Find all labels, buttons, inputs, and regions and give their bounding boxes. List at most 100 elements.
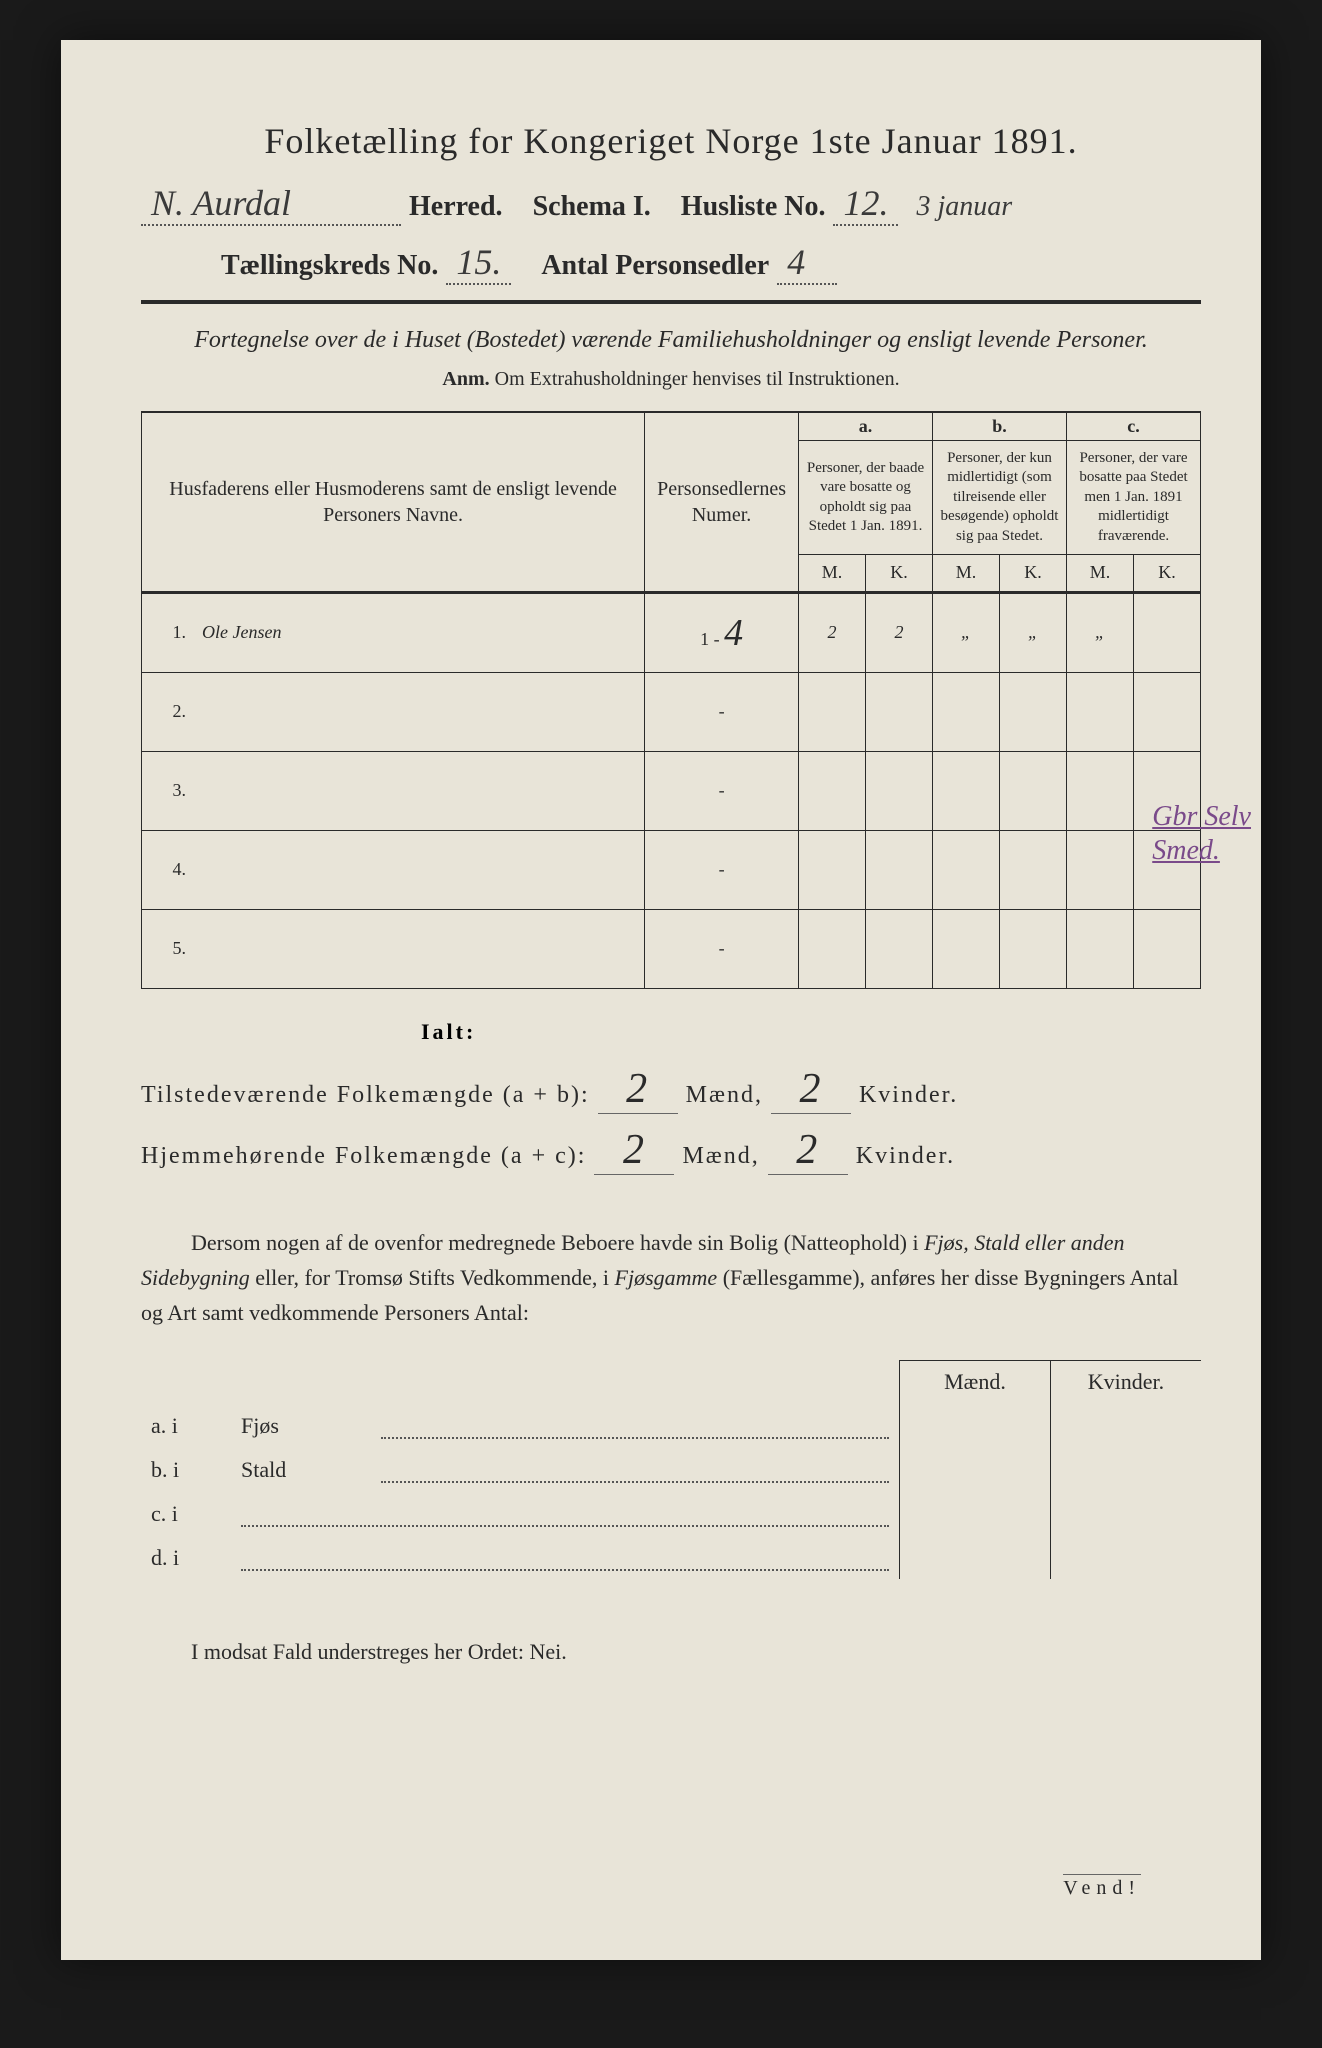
summary2-k: 2 bbox=[768, 1126, 848, 1175]
col-c-text: Personer, der vare bosatte paa Stedet me… bbox=[1067, 440, 1201, 555]
cell-aM: 2 bbox=[799, 592, 866, 672]
byg-label: a. i bbox=[141, 1403, 231, 1447]
col-b-m: M. bbox=[933, 555, 1000, 592]
table-row: 5. - bbox=[142, 909, 1201, 988]
kreds-value: 15. bbox=[446, 241, 511, 285]
row-num: 2. bbox=[142, 672, 195, 751]
summary2-label: Hjemmehørende Folkemængde (a + c): bbox=[141, 1143, 586, 1169]
census-form-page: Folketælling for Kongeriget Norge 1ste J… bbox=[61, 40, 1261, 1960]
header-row-1: N. Aurdal Herred. Schema I. Husliste No.… bbox=[141, 182, 1201, 226]
col-name-text: Husfaderens eller Husmoderens samt de en… bbox=[169, 478, 617, 526]
byg-label: d. i bbox=[141, 1535, 231, 1579]
form-title: Folketælling for Kongeriget Norge 1ste J… bbox=[141, 120, 1201, 162]
row-name: Ole Jensen bbox=[194, 592, 645, 672]
nei-line: I modsat Fald understreges her Ordet: Ne… bbox=[141, 1639, 1201, 1665]
husliste-label: Husliste No. bbox=[681, 191, 826, 223]
cell-cM: „ bbox=[1067, 592, 1134, 672]
anm-text: Om Extrahusholdninger henvises til Instr… bbox=[495, 368, 900, 390]
kvinder-label: Kvinder. bbox=[856, 1143, 955, 1169]
bygning-row: a. i Fjøs bbox=[141, 1403, 1201, 1447]
kvinder-label: Kvinder. bbox=[859, 1082, 958, 1108]
herred-label: Herred. bbox=[409, 191, 503, 223]
para-1: Dersom nogen af de ovenfor medregnede Be… bbox=[191, 1230, 924, 1255]
cell-aK: 2 bbox=[866, 592, 933, 672]
byg-maend-header: Mænd. bbox=[900, 1361, 1051, 1404]
outbuilding-table: Mænd. Kvinder. a. i Fjøs b. i Stald c. i… bbox=[141, 1360, 1201, 1579]
census-tbody: 1. Ole Jensen 1 - 4 2 2 „ „ „ 2. - bbox=[142, 592, 1201, 988]
row-seddel: 1 - 4 bbox=[645, 592, 799, 672]
annotation-line: Anm. Om Extrahusholdninger henvises til … bbox=[141, 368, 1201, 391]
antal-label: Antal Personsedler bbox=[541, 250, 769, 282]
dotted-line bbox=[241, 1499, 889, 1527]
col-seddel-text: Personsedlernes Numer. bbox=[657, 478, 786, 526]
divider-1 bbox=[141, 300, 1201, 304]
row-seddel: - bbox=[645, 751, 799, 830]
summary-present: Tilstedeværende Folkemængde (a + b): 2 M… bbox=[141, 1065, 1201, 1114]
dotted-line bbox=[241, 1543, 889, 1571]
summary-resident: Hjemmehørende Folkemængde (a + c): 2 Mæn… bbox=[141, 1126, 1201, 1175]
ialt-label: Ialt: bbox=[421, 1019, 1201, 1045]
table-row: 4. - bbox=[142, 830, 1201, 909]
summary1-m: 2 bbox=[598, 1065, 678, 1114]
col-a-text: Personer, der baade vare bosatte og opho… bbox=[799, 440, 933, 555]
row-num: 1. bbox=[142, 592, 195, 672]
anm-label: Anm. bbox=[442, 368, 489, 390]
row-name bbox=[194, 830, 645, 909]
date-note: 3 januar bbox=[906, 191, 1022, 223]
col-seddel-header: Personsedlernes Numer. bbox=[645, 412, 799, 592]
table-row: 1. Ole Jensen 1 - 4 2 2 „ „ „ bbox=[142, 592, 1201, 672]
col-b-text: Personer, der kun midlertidigt (som tilr… bbox=[933, 440, 1067, 555]
summary2-m: 2 bbox=[594, 1126, 674, 1175]
byg-type: Fjøs bbox=[231, 1403, 371, 1447]
cell-bM: „ bbox=[933, 592, 1000, 672]
header-row-2: Tællingskreds No. 15. Antal Personsedler… bbox=[141, 241, 1201, 285]
antal-value: 4 bbox=[777, 241, 837, 285]
col-name-header: Husfaderens eller Husmoderens samt de en… bbox=[142, 412, 645, 592]
bygning-row: b. i Stald bbox=[141, 1447, 1201, 1491]
col-b-label: b. bbox=[933, 412, 1067, 440]
herred-value: N. Aurdal bbox=[141, 182, 401, 226]
turn-over-label: Vend! bbox=[1063, 1874, 1141, 1900]
margin-text: Gbr Selv Smed. bbox=[1152, 801, 1251, 866]
col-c-label: c. bbox=[1067, 412, 1201, 440]
row-seddel: - bbox=[645, 830, 799, 909]
table-row: 3. - bbox=[142, 751, 1201, 830]
col-c-k: K. bbox=[1134, 555, 1201, 592]
row-num: 3. bbox=[142, 751, 195, 830]
col-c-m: M. bbox=[1067, 555, 1134, 592]
schema-label: Schema I. bbox=[533, 191, 651, 223]
husliste-value: 12. bbox=[833, 182, 898, 226]
row-num: 5. bbox=[142, 909, 195, 988]
row-name bbox=[194, 909, 645, 988]
kreds-label: Tællingskreds No. bbox=[221, 250, 438, 282]
table-row: 2. - bbox=[142, 672, 1201, 751]
cell-bK: „ bbox=[1000, 592, 1067, 672]
row-seddel: - bbox=[645, 672, 799, 751]
dotted-line bbox=[381, 1455, 889, 1483]
byg-type: Stald bbox=[231, 1447, 371, 1491]
outbuilding-paragraph: Dersom nogen af de ovenfor medregnede Be… bbox=[141, 1225, 1201, 1331]
col-b-k: K. bbox=[1000, 555, 1067, 592]
row-seddel: - bbox=[645, 909, 799, 988]
margin-annotation: Gbr Selv Smed. bbox=[1152, 800, 1251, 867]
summary1-k: 2 bbox=[771, 1065, 851, 1114]
col-a-m: M. bbox=[799, 555, 866, 592]
byg-kvinder-header: Kvinder. bbox=[1051, 1361, 1202, 1404]
census-table: Husfaderens eller Husmoderens samt de en… bbox=[141, 412, 1201, 989]
para-i2: Fjøsgamme bbox=[615, 1265, 718, 1290]
byg-label: b. i bbox=[141, 1447, 231, 1491]
col-a-label: a. bbox=[799, 412, 933, 440]
maend-label: Mænd, bbox=[686, 1082, 763, 1108]
para-2: eller, for Tromsø Stifts Vedkommende, i bbox=[250, 1265, 615, 1290]
row-num: 4. bbox=[142, 830, 195, 909]
row-name bbox=[194, 751, 645, 830]
cell-cK bbox=[1134, 592, 1201, 672]
form-subtitle: Fortegnelse over de i Huset (Bostedet) v… bbox=[141, 324, 1201, 358]
summary1-label: Tilstedeværende Folkemængde (a + b): bbox=[141, 1082, 590, 1108]
bygning-row: c. i bbox=[141, 1491, 1201, 1535]
maend-label: Mænd, bbox=[682, 1143, 759, 1169]
col-a-k: K. bbox=[866, 555, 933, 592]
dotted-line bbox=[381, 1411, 889, 1439]
row-name bbox=[194, 672, 645, 751]
bygning-row: d. i bbox=[141, 1535, 1201, 1579]
